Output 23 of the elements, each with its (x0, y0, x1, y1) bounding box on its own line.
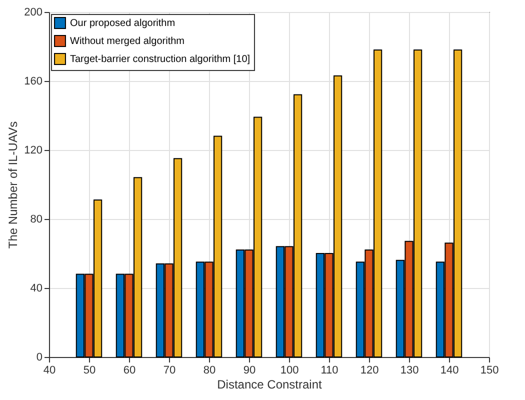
y-tick-label: 200 (24, 6, 42, 18)
x-tick-label: 120 (360, 364, 379, 376)
y-tick-label: 160 (24, 76, 42, 88)
legend-label: Without merged algorithm (70, 36, 184, 47)
legend-label: Target-barrier construction algorithm [10] (70, 54, 250, 65)
x-tick-label: 150 (480, 364, 499, 376)
x-axis-title: Distance Constraint (217, 378, 323, 392)
x-tick-label: 60 (123, 364, 136, 376)
y-tick-label: 40 (30, 282, 42, 294)
y-tick-label: 80 (30, 214, 42, 226)
y-tick-label: 0 (36, 352, 42, 364)
x-tick-label: 140 (440, 364, 459, 376)
x-tick-label: 100 (280, 364, 299, 376)
y-axis-title: The Number of IL-UAVs (6, 121, 20, 249)
x-tick-label: 130 (400, 364, 419, 376)
legend-label: Our proposed algorithm (70, 18, 176, 29)
x-tick-label: 70 (163, 364, 176, 376)
x-tick-label: 80 (203, 364, 216, 376)
x-tick-label: 40 (43, 364, 56, 376)
x-tick-label: 50 (83, 364, 96, 376)
x-tick-label: 110 (320, 364, 338, 376)
y-tick-label: 120 (24, 144, 42, 156)
x-tick-label: 90 (243, 364, 256, 376)
